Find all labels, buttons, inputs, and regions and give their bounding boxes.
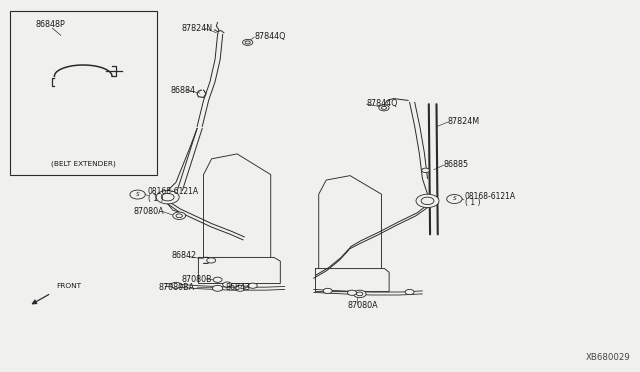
- Circle shape: [161, 193, 174, 201]
- Circle shape: [212, 285, 223, 291]
- Circle shape: [173, 212, 186, 219]
- Circle shape: [213, 277, 222, 282]
- Circle shape: [356, 292, 363, 296]
- Circle shape: [243, 39, 253, 45]
- Text: XB680029: XB680029: [586, 353, 630, 362]
- Text: 87824N: 87824N: [181, 24, 212, 33]
- Text: 87824M: 87824M: [448, 117, 480, 126]
- Text: ( 1 ): ( 1 ): [148, 194, 163, 203]
- Circle shape: [379, 105, 389, 111]
- Circle shape: [422, 168, 429, 173]
- Text: 08168-6121A: 08168-6121A: [465, 192, 516, 201]
- Circle shape: [416, 194, 439, 208]
- Text: 08168-6121A: 08168-6121A: [148, 187, 199, 196]
- Circle shape: [207, 258, 216, 263]
- Circle shape: [348, 290, 356, 295]
- Text: FRONT: FRONT: [56, 283, 81, 289]
- Text: 86848P: 86848P: [35, 20, 65, 29]
- Text: 87080BA: 87080BA: [159, 283, 195, 292]
- Text: (BELT EXTENDER): (BELT EXTENDER): [51, 161, 116, 167]
- Text: 86885: 86885: [444, 160, 468, 169]
- Circle shape: [223, 282, 232, 287]
- Circle shape: [171, 282, 181, 288]
- Text: 87080A: 87080A: [348, 301, 378, 310]
- Text: 86843: 86843: [225, 283, 250, 292]
- Circle shape: [248, 283, 257, 288]
- Circle shape: [323, 288, 332, 294]
- Text: 86884: 86884: [171, 86, 196, 95]
- Text: S: S: [136, 192, 140, 197]
- Circle shape: [405, 289, 414, 295]
- Circle shape: [176, 214, 182, 218]
- Circle shape: [381, 106, 387, 109]
- Circle shape: [353, 290, 366, 298]
- Bar: [10, 11, 157, 175]
- Text: 87080B: 87080B: [181, 275, 212, 283]
- Circle shape: [421, 197, 434, 205]
- Text: S: S: [452, 196, 456, 201]
- Text: ( 1 ): ( 1 ): [465, 198, 480, 207]
- Text: 86842: 86842: [172, 251, 196, 260]
- Circle shape: [235, 285, 245, 291]
- Text: 87844Q: 87844Q: [255, 32, 286, 41]
- Circle shape: [130, 190, 145, 199]
- Text: 87844Q: 87844Q: [367, 99, 398, 108]
- Circle shape: [447, 195, 462, 203]
- Circle shape: [156, 190, 179, 204]
- Circle shape: [245, 41, 250, 44]
- Text: 87080A: 87080A: [133, 207, 164, 216]
